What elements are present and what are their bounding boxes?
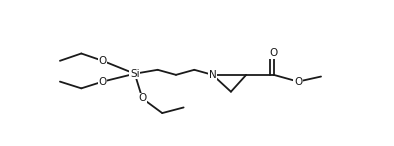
Text: Si: Si	[130, 69, 139, 79]
Text: O: O	[98, 77, 107, 87]
Text: O: O	[138, 93, 147, 104]
Text: O: O	[294, 77, 302, 87]
Text: O: O	[98, 56, 107, 66]
Text: O: O	[269, 48, 278, 59]
Text: N: N	[209, 70, 216, 80]
